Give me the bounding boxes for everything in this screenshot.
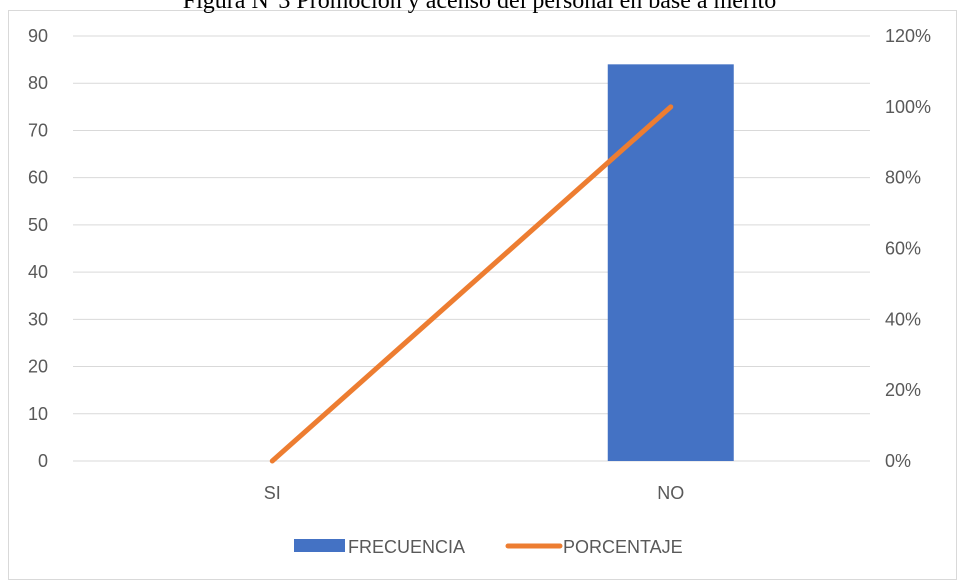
left-tick-label: 20 xyxy=(28,357,48,377)
right-tick-label: 80% xyxy=(885,168,921,188)
right-tick-label: 0% xyxy=(885,451,911,471)
x-tick-label: NO xyxy=(657,483,684,503)
left-tick-label: 70 xyxy=(28,120,48,140)
left-tick-label: 80 xyxy=(28,73,48,93)
x-axis: SI NO xyxy=(264,483,685,503)
legend-swatch-frecuencia xyxy=(294,539,345,552)
right-axis: 0% 20% 40% 60% 80% 100% 120% xyxy=(885,26,931,471)
line-porcentaje xyxy=(269,104,674,464)
gridlines xyxy=(73,35,870,462)
left-tick-label: 40 xyxy=(28,262,48,282)
bar-no xyxy=(607,64,734,461)
bar-series xyxy=(607,64,734,461)
right-tick-label: 20% xyxy=(885,380,921,400)
left-tick-label: 90 xyxy=(28,26,48,46)
right-tick-label: 60% xyxy=(885,239,921,259)
line-series xyxy=(269,104,674,464)
legend-label-porcentaje: PORCENTAJE xyxy=(563,537,683,557)
left-tick-label: 60 xyxy=(28,168,48,188)
x-tick-label: SI xyxy=(264,483,281,503)
right-tick-label: 100% xyxy=(885,97,931,117)
legend-label-frecuencia: FRECUENCIA xyxy=(348,537,465,557)
left-tick-label: 30 xyxy=(28,309,48,329)
left-tick-label: 10 xyxy=(28,404,48,424)
left-tick-label: 0 xyxy=(38,451,48,471)
legend: FRECUENCIA PORCENTAJE xyxy=(294,537,683,557)
right-tick-label: 120% xyxy=(885,26,931,46)
left-axis: 0 10 20 30 40 50 60 70 80 90 xyxy=(28,26,48,471)
left-tick-label: 50 xyxy=(28,215,48,235)
right-tick-label: 40% xyxy=(885,309,921,329)
chart-title: Figura N°3 Promoción y acenso del person… xyxy=(182,0,777,14)
chart-frame xyxy=(8,10,957,580)
